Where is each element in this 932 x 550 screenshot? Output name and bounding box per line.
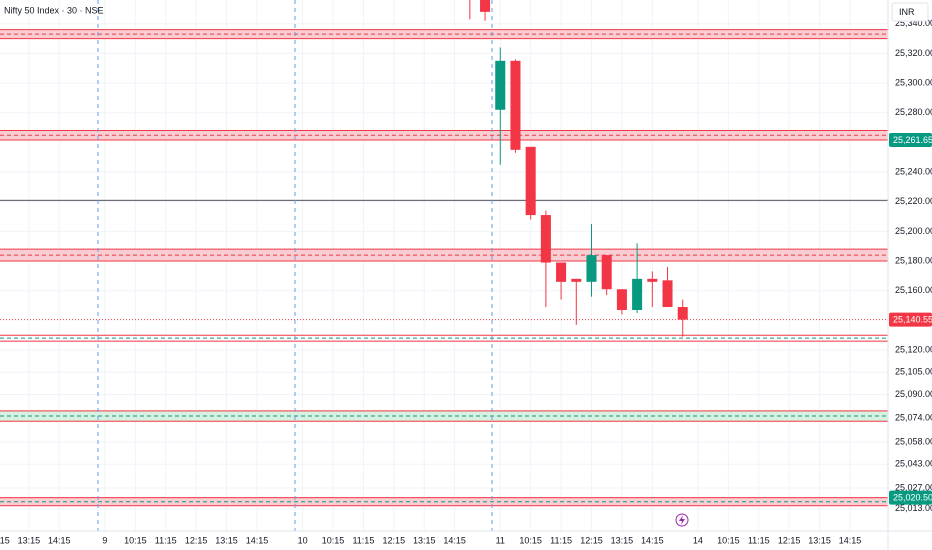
x-tick-label: 10:15 (717, 535, 740, 545)
y-tick-label: 25,013.00 (895, 503, 932, 513)
x-tick-label: 12:15 (580, 535, 603, 545)
x-tick-label: 11:15 (352, 535, 374, 545)
price-tag-label: 25,261.65 (893, 135, 932, 145)
x-tick-label: 12:15 (383, 535, 406, 545)
y-tick-label: 25,160.00 (895, 285, 932, 295)
grid (0, 0, 888, 531)
candles (0, 0, 888, 337)
x-tick-label: 10:15 (519, 535, 542, 545)
x-tick-label: 11 (496, 535, 505, 545)
candle-body (616, 289, 627, 310)
candle-body (601, 255, 612, 290)
price-tag-label: 25,140.55 (893, 314, 932, 324)
x-tick-label: 13:15 (808, 535, 831, 545)
candle-body (525, 146, 536, 216)
price-tag (889, 132, 932, 147)
y-tick-label: 25,180.00 (895, 255, 932, 265)
event-icon-bolt (679, 515, 685, 525)
candle-body (647, 278, 658, 282)
y-tick-label: 25,090.00 (895, 389, 932, 399)
x-tick-label: 14:15 (48, 535, 71, 545)
axes: 25,340.00 25,320.00 25,300.00 25,280.00 25,2… (0, 18, 932, 545)
y-tick-label: 25,058.00 (895, 436, 932, 446)
candle-body (510, 60, 521, 150)
y-tick-label: 25,074.00 (895, 413, 932, 423)
x-tick-label: 10:15 (322, 535, 345, 545)
chart-title: Nifty 50 Index · 30 · NSE (4, 5, 104, 15)
y-tick-label: 25,340.00 (895, 18, 932, 28)
y-tick-label: 25,043.00 (895, 459, 932, 469)
candle-body (480, 0, 491, 12)
zones (0, 29, 888, 507)
candle-body (540, 215, 551, 263)
x-tick-label: 10:15 (124, 535, 147, 545)
y-tick-label: 25,120.00 (895, 344, 932, 354)
event-icon[interactable] (675, 513, 689, 527)
y-tick-label: 25,280.00 (895, 107, 932, 117)
y-tick-label: 25,200.00 (895, 226, 932, 236)
candle-body (586, 255, 597, 282)
x-tick-label: 11:15 (550, 535, 572, 545)
x-tick-label: 13:15 (413, 535, 436, 545)
x-tick-label: 14 (693, 535, 703, 545)
x-tick-label: 13:15 (611, 535, 634, 545)
candle-body (677, 307, 688, 320)
candle-body (556, 262, 567, 282)
x-tick-label: 14:15 (839, 535, 862, 545)
x-tick-label: 12:15 (185, 535, 208, 545)
x-tick-label: 10 (298, 535, 308, 545)
candle-body (632, 278, 643, 310)
y-tick-label: 25,220.00 (895, 196, 932, 206)
y-tick-label: 25,300.00 (895, 77, 932, 87)
candle-body (662, 280, 673, 308)
x-tick-label: 12:15 (0, 535, 10, 545)
x-tick-label: 14:15 (641, 535, 664, 545)
x-tick-label: 11:15 (155, 535, 177, 545)
y-tick-label: 25,240.00 (895, 166, 932, 176)
x-tick-label: 14:15 (246, 535, 269, 545)
x-tick-label: 13:15 (18, 535, 41, 545)
x-tick-label: 14:15 (443, 535, 466, 545)
y-tick-label: 25,027.00 (895, 482, 932, 492)
x-tick-label: 11:15 (748, 535, 770, 545)
price-tag (889, 312, 932, 327)
candle-body (495, 60, 506, 110)
x-tick-label: 9 (102, 535, 107, 545)
currency-box[interactable] (891, 2, 929, 22)
price-tag-label: 25,020.50 (893, 493, 932, 503)
price-tag (889, 490, 932, 505)
currency[interactable]: INR (899, 7, 915, 17)
x-tick-label: 12:15 (778, 535, 801, 545)
candle-body (571, 278, 582, 282)
y-tick-label: 25,320.00 (895, 48, 932, 58)
y-tick-label: 25,105.00 (895, 367, 932, 377)
x-tick-label: 13:15 (215, 535, 238, 545)
